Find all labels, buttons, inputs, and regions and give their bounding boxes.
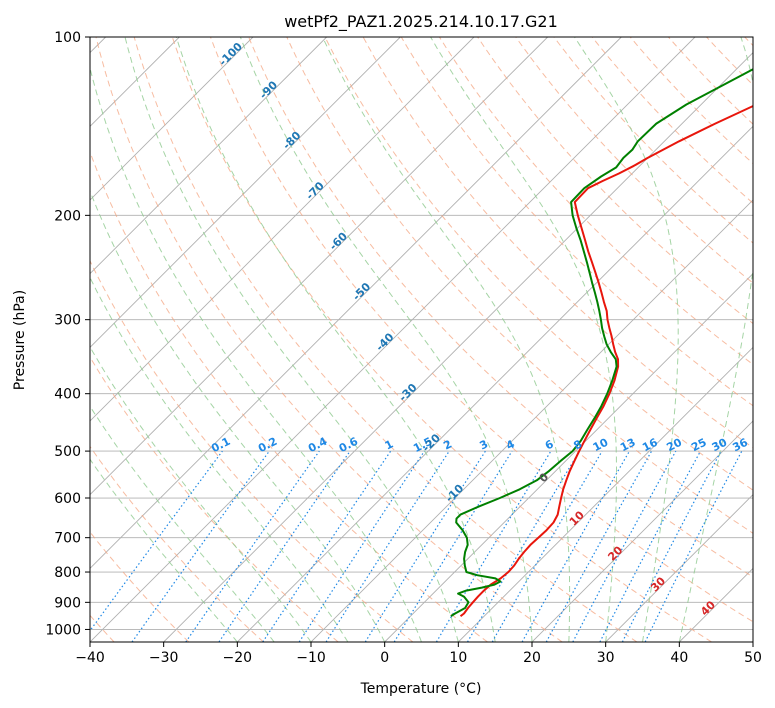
- mixing-ratio-line: [545, 450, 653, 642]
- x-tick-label: 40: [670, 650, 688, 666]
- isotherm-line: [90, 37, 254, 201]
- dewpoint-profile: [450, 68, 753, 618]
- dry-adiabat: [90, 259, 414, 642]
- x-tick-label: −10: [296, 650, 326, 666]
- mixing-ratio-label: 36: [730, 436, 750, 455]
- mixing-ratio-line: [572, 450, 677, 642]
- mixing-ratio-line: [218, 450, 351, 642]
- mixing-ratio-line: [262, 450, 392, 642]
- x-tick-label: −30: [149, 650, 179, 666]
- moist-adiabat: [124, 37, 459, 642]
- x-tick-label: 10: [449, 650, 467, 666]
- mixing-ratio-line: [325, 450, 450, 642]
- moist-adiabat: [90, 189, 386, 642]
- plot-area: [90, 37, 753, 642]
- moist-adiabat: [90, 458, 238, 642]
- dry-adiabat: [171, 37, 712, 642]
- chart-title: wetPf2_PAZ1.2025.214.10.17.G21: [284, 12, 558, 32]
- x-tick-label: −40: [75, 650, 105, 666]
- isotherm-line: [237, 125, 753, 642]
- dry-adiabat: [90, 445, 264, 642]
- x-tick-label: 0: [380, 650, 389, 666]
- mixing-ratio-line: [185, 450, 320, 642]
- plot-frame: [89, 36, 754, 643]
- mixing-ratio-label: 10: [591, 436, 611, 455]
- moist-adiabat: [90, 345, 312, 642]
- dry-adiabat: [324, 37, 753, 491]
- isotherm-line: [163, 52, 753, 642]
- dry-adiabat: [362, 37, 753, 449]
- temperature-profile: [459, 104, 753, 617]
- dry-adiabat: [591, 37, 753, 204]
- isotherm-line: [90, 37, 401, 348]
- y-tick-label: 1000: [45, 622, 81, 638]
- axes: −40 −30 −20 −10 0 10 20 30 40 50 100 200 300 400 500 60…: [45, 30, 762, 666]
- isotherm-line: [90, 37, 327, 275]
- y-tick-label: 500: [54, 444, 81, 460]
- isotherm-line: [531, 420, 753, 642]
- isotherm-line: [90, 37, 622, 569]
- isotherm-line: [458, 346, 753, 642]
- mixing-ratio-line: [90, 450, 223, 632]
- y-tick-label: 900: [54, 595, 81, 611]
- mixing-ratio-line: [131, 450, 270, 642]
- y-tick-label: 100: [54, 30, 81, 46]
- dry-adiabat: [629, 37, 753, 165]
- y-tick-label: 700: [54, 531, 81, 547]
- moist-adiabat: [322, 37, 571, 642]
- isotherm-line: [90, 37, 548, 496]
- dry-adiabat: [210, 37, 753, 623]
- profile-layer: [450, 68, 753, 618]
- dry-adiabat: [95, 37, 563, 642]
- isotherm-line: [605, 494, 753, 642]
- mixing-ratio-line: [298, 450, 425, 642]
- moist-adiabat: [90, 65, 422, 642]
- y-tick-label: 800: [54, 565, 81, 581]
- mixing-ratio-label: 16: [640, 436, 660, 455]
- x-tick-label: 50: [744, 650, 762, 666]
- mixing-ratio-line: [521, 450, 631, 642]
- moist-adiabat: [430, 37, 617, 642]
- mixing-ratio-label: 25: [689, 436, 709, 455]
- y-tick-label: 300: [54, 313, 81, 329]
- dry-adiabat: [477, 37, 753, 325]
- grid-layer: [90, 37, 753, 642]
- mixing-ratio-label: 20: [664, 436, 684, 455]
- moist-adiabat: [90, 276, 349, 642]
- isotherm-line: [384, 273, 753, 642]
- dry-adiabat: [515, 37, 753, 284]
- y-tick-label: 600: [54, 491, 81, 507]
- dry-adiabat: [133, 37, 638, 642]
- moist-adiabat: [239, 37, 533, 642]
- isotherm-line: [752, 641, 753, 642]
- mixing-ratio-label: 13: [618, 436, 638, 455]
- dry-adiabat: [248, 37, 753, 578]
- isotherm-line: [90, 37, 475, 422]
- x-tick-label: 30: [597, 650, 615, 666]
- moist-adiabat: [90, 405, 275, 642]
- moist-adiabat: [678, 37, 753, 642]
- mixing-ratio-label: 30: [710, 436, 730, 455]
- y-axis-label: Pressure (hPa): [12, 290, 28, 390]
- x-axis-label: Temperature (°C): [360, 681, 482, 697]
- y-tick-label: 400: [54, 387, 81, 403]
- moist-adiabat: [175, 37, 496, 642]
- mixing-ratio-line: [644, 450, 743, 642]
- x-tick-label: 20: [523, 650, 541, 666]
- y-tick-label: 200: [54, 208, 81, 224]
- mixing-ratio-line: [393, 450, 513, 642]
- dry-adiabat: [400, 37, 753, 407]
- x-tick-label: −20: [223, 650, 253, 666]
- moist-adiabat: [574, 37, 679, 642]
